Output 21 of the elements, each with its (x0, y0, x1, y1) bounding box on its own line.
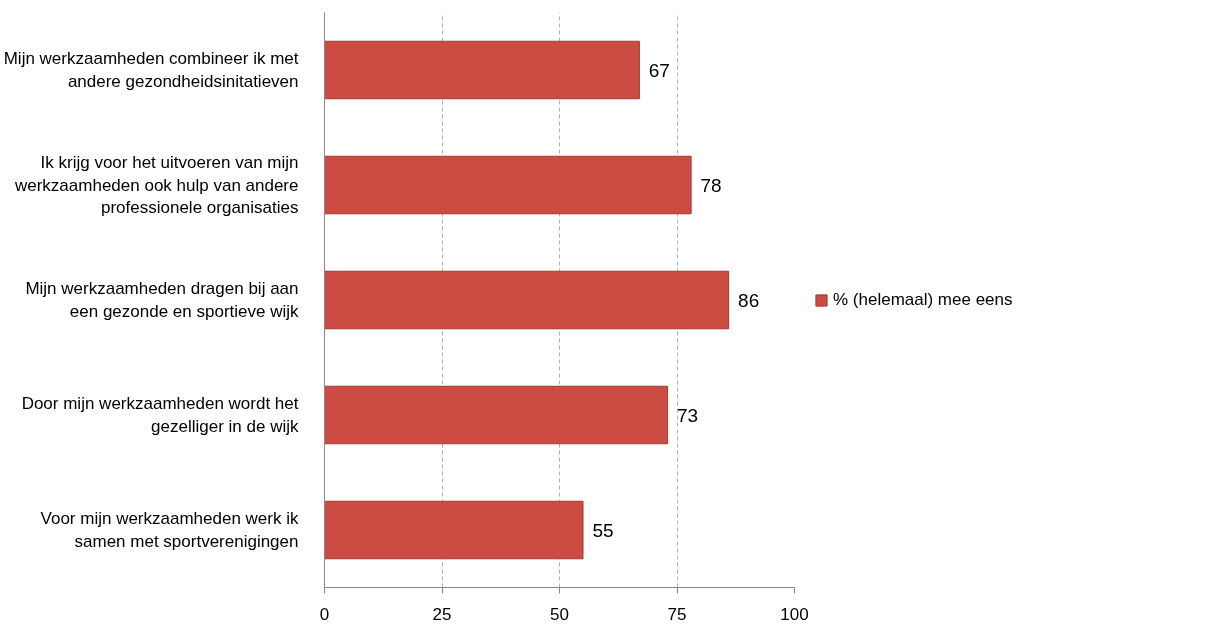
data-label: 73 (677, 404, 699, 426)
bar (324, 500, 584, 560)
data-label: 86 (738, 289, 760, 311)
legend-label: % (helemaal) mee eens (833, 289, 1013, 310)
bar (324, 40, 640, 100)
x-tick-label: 25 (432, 604, 452, 624)
data-label: 78 (700, 174, 722, 196)
bar (324, 155, 692, 215)
x-tick-label: 75 (667, 604, 687, 624)
bar (324, 385, 669, 445)
y-tick-label: Ik krijg voor het uitvoeren van mijn werkzaamheden ook hulp van andere professionele organisaties (13, 152, 299, 218)
y-tick-label: Voor mijn werkzaamheden werk ik samen met sportverenigingen (40, 509, 299, 551)
y-tick-label: Door mijn werkzaamheden wordt het gezelliger in de wijk (21, 394, 299, 436)
x-tick-label: 100 (780, 604, 809, 624)
bar (324, 270, 730, 330)
x-tick-label: 50 (550, 604, 569, 624)
y-tick-label: Mijn werkzaamheden combineer ik met andere gezondheidsinitatieven (3, 49, 299, 91)
y-tick-label: Mijn werkzaamheden dragen bij aan een gezonde en sportieve wijk (25, 279, 299, 321)
data-label: 67 (648, 59, 670, 81)
x-tick-label: 0 (319, 604, 330, 624)
data-label: 55 (592, 519, 614, 541)
